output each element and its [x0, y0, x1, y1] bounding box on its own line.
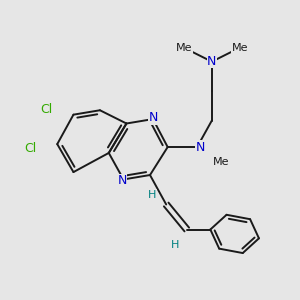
Text: Cl: Cl [40, 103, 52, 116]
Text: Me: Me [176, 44, 192, 53]
Text: N: N [148, 111, 158, 124]
Text: N: N [196, 141, 205, 154]
Text: H: H [171, 240, 179, 250]
Text: Me: Me [232, 44, 248, 53]
Text: N: N [117, 174, 127, 188]
Text: Me: Me [212, 157, 229, 167]
Text: N: N [207, 55, 217, 68]
Text: Cl: Cl [25, 142, 37, 155]
Text: H: H [148, 190, 157, 200]
